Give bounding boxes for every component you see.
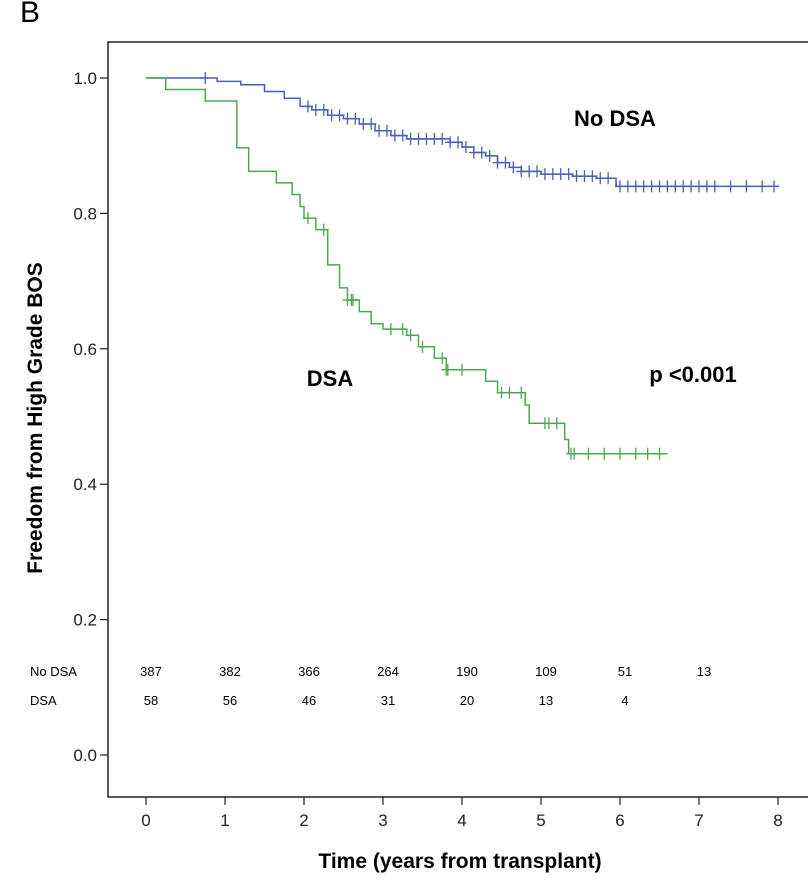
censor-mark xyxy=(642,447,653,460)
risk-count: 46 xyxy=(302,693,316,708)
risk-count: 109 xyxy=(535,664,557,679)
censor-mark xyxy=(569,447,580,460)
y-tick-label: 1.0 xyxy=(73,69,97,88)
censor-mark xyxy=(442,363,453,376)
risk-count: 20 xyxy=(460,693,474,708)
risk-count: 51 xyxy=(618,664,632,679)
censor-mark xyxy=(709,180,720,193)
x-axis: 0 1 2 3 4 5 6 7 8 xyxy=(141,797,783,830)
censor-mark xyxy=(397,323,408,336)
censor-mark xyxy=(350,112,361,125)
censor-mark xyxy=(460,141,471,154)
censor-mark xyxy=(318,103,329,116)
censor-mark xyxy=(654,447,665,460)
censor-mark xyxy=(200,72,211,84)
censor-mark xyxy=(504,386,515,399)
y-tick-label: 0.0 xyxy=(73,746,97,765)
x-tick-label: 6 xyxy=(615,811,624,830)
censor-mark xyxy=(563,168,574,181)
annotation-label: No DSA xyxy=(574,106,656,131)
censor-mark xyxy=(453,136,464,149)
plot-frame xyxy=(107,41,808,798)
x-axis-title: Time (years from transplant) xyxy=(318,850,601,873)
series-layer xyxy=(146,72,780,460)
censor-mark xyxy=(516,386,527,399)
censor-mark xyxy=(397,129,408,142)
risk-count: 4 xyxy=(621,693,628,708)
risk-count: 264 xyxy=(377,664,399,679)
censor-mark xyxy=(334,109,345,122)
x-tick-label: 8 xyxy=(773,811,782,830)
y-axis: 0.0 0.2 0.4 0.6 0.8 1.0 xyxy=(73,69,108,765)
censor-mark xyxy=(318,223,329,236)
series-no-dsa xyxy=(146,72,780,193)
censor-mark xyxy=(587,170,598,183)
censor-mark xyxy=(741,180,752,193)
censor-mark xyxy=(437,132,448,145)
censor-mark xyxy=(476,146,487,159)
annotation-label: p <0.001 xyxy=(649,362,736,387)
x-tick-label: 1 xyxy=(220,811,229,830)
y-axis-title: Freedom from High Grade BOS xyxy=(24,262,47,574)
risk-count: 56 xyxy=(223,693,237,708)
censor-mark xyxy=(437,352,448,365)
censor-mark xyxy=(302,212,313,225)
x-tick-label: 7 xyxy=(694,811,703,830)
x-tick-label: 5 xyxy=(536,811,545,830)
series-dsa xyxy=(146,77,668,460)
risk-count: 387 xyxy=(140,664,162,679)
risk-count: 190 xyxy=(456,664,478,679)
x-tick-label: 4 xyxy=(457,811,466,830)
y-tick-label: 0.8 xyxy=(73,204,97,223)
censor-mark xyxy=(769,180,780,193)
risk-count: 382 xyxy=(219,664,241,679)
y-tick-label: 0.2 xyxy=(73,611,97,630)
risk-count: 13 xyxy=(539,693,553,708)
risk-count: 58 xyxy=(144,693,158,708)
y-tick-label: 0.6 xyxy=(73,340,97,359)
censor-mark xyxy=(366,118,377,131)
annotation-layer: No DSA DSA p <0.001 xyxy=(307,106,737,391)
censor-mark xyxy=(347,294,358,307)
censor-mark xyxy=(457,363,467,376)
annotation-label: DSA xyxy=(307,366,354,391)
censor-mark xyxy=(417,340,428,353)
censor-mark xyxy=(302,100,313,113)
risk-count: 31 xyxy=(381,693,395,708)
censor-mark xyxy=(385,323,396,336)
censor-mark xyxy=(757,180,768,193)
censor-mark xyxy=(381,124,392,137)
censor-mark xyxy=(405,329,416,342)
x-tick-label: 2 xyxy=(299,811,308,830)
censor-mark xyxy=(615,447,625,460)
risk-table: No DSA 387 382 366 264 190 109 51 13 DSA 58 56 46 31 2… xyxy=(30,664,711,708)
censor-mark xyxy=(630,447,641,460)
censor-mark xyxy=(484,149,495,162)
panel-letter: B xyxy=(20,0,40,29)
x-tick-label: 3 xyxy=(378,811,387,830)
censor-mark xyxy=(599,447,610,460)
censor-mark xyxy=(583,447,594,460)
risk-row-label: No DSA xyxy=(30,664,77,679)
risk-count: 13 xyxy=(697,664,711,679)
x-tick-label: 0 xyxy=(141,811,150,830)
censor-mark xyxy=(508,161,519,174)
survival-line-dsa xyxy=(146,77,668,455)
censor-mark xyxy=(532,165,543,178)
censor-mark xyxy=(603,172,614,185)
censor-mark xyxy=(500,156,511,169)
risk-row-label: DSA xyxy=(30,693,57,708)
survival-line-no-dsa xyxy=(146,77,778,188)
censor-mark xyxy=(725,180,736,193)
y-tick-label: 0.4 xyxy=(73,475,97,494)
censor-mark xyxy=(551,417,562,430)
risk-count: 366 xyxy=(298,664,320,679)
